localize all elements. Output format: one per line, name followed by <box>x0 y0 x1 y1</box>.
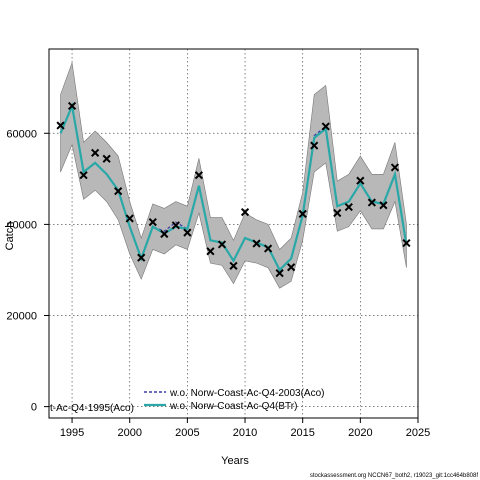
data-point <box>217 240 227 249</box>
legend-label: w.o. Norw-Coast-Ac-Q4(BTr) <box>169 401 297 412</box>
data-point <box>194 171 204 180</box>
data-point <box>356 176 365 185</box>
data-point <box>206 247 215 256</box>
x-tick-label: 1995 <box>60 427 84 439</box>
data-point <box>79 171 88 180</box>
data-point <box>344 202 353 212</box>
y-tick-label: 60000 <box>6 128 37 140</box>
x-tick-label: 2025 <box>406 427 430 439</box>
y-tick-label: 20000 <box>6 311 37 323</box>
x-tick-label: 2020 <box>348 427 372 439</box>
data-point <box>287 263 296 272</box>
y-tick-label: 40000 <box>6 219 37 231</box>
y-tick-label: 0 <box>31 402 37 414</box>
x-axis-label: Years <box>221 455 249 467</box>
data-point <box>333 208 342 218</box>
x-tick-label: 2010 <box>233 427 257 439</box>
data-point <box>310 141 319 150</box>
x-tick-label: 2015 <box>290 427 314 439</box>
plot-frame <box>48 48 419 419</box>
data-point <box>229 261 238 270</box>
data-point <box>240 207 250 217</box>
legend-label: w.o. Norw-Coast-Ac-Q4-2003(Aco) <box>169 388 325 399</box>
data-point <box>125 214 134 223</box>
x-tick-label: 2000 <box>117 427 141 439</box>
data-point <box>390 163 400 172</box>
data-point <box>102 154 111 163</box>
y-axis-ticks: 0 20000 40000 60000 <box>6 128 49 414</box>
data-point <box>298 209 307 219</box>
legend: t-Ac-Q4-1995(Aco) w.o. Norw-Coast-Ac-Q4-2… <box>50 388 325 414</box>
data-point <box>275 269 284 278</box>
data-point <box>263 244 273 253</box>
confidence-band <box>60 62 407 289</box>
data-point <box>67 101 77 111</box>
observed-points <box>56 101 411 278</box>
credit-text: stockassessment.org NCCN67_both2, r19023… <box>309 473 478 479</box>
data-point <box>183 228 192 237</box>
data-point <box>367 198 376 207</box>
data-point <box>379 201 388 210</box>
data-point <box>252 239 261 248</box>
data-point <box>148 218 157 227</box>
data-point <box>402 238 411 248</box>
grid-lines <box>49 49 419 418</box>
x-axis-ticks: 1995 2000 2005 2010 2015 2020 2025 <box>60 418 430 439</box>
data-point <box>114 187 123 196</box>
data-point <box>321 122 330 131</box>
data-point <box>137 253 146 262</box>
x-tick-label: 2005 <box>175 427 199 439</box>
legend-label: t-Ac-Q4-1995(Aco) <box>50 403 134 414</box>
data-point <box>171 221 180 230</box>
y-axis-label: Catch <box>4 222 16 251</box>
data-point <box>160 229 169 239</box>
data-point <box>91 148 100 157</box>
data-point <box>56 121 65 130</box>
